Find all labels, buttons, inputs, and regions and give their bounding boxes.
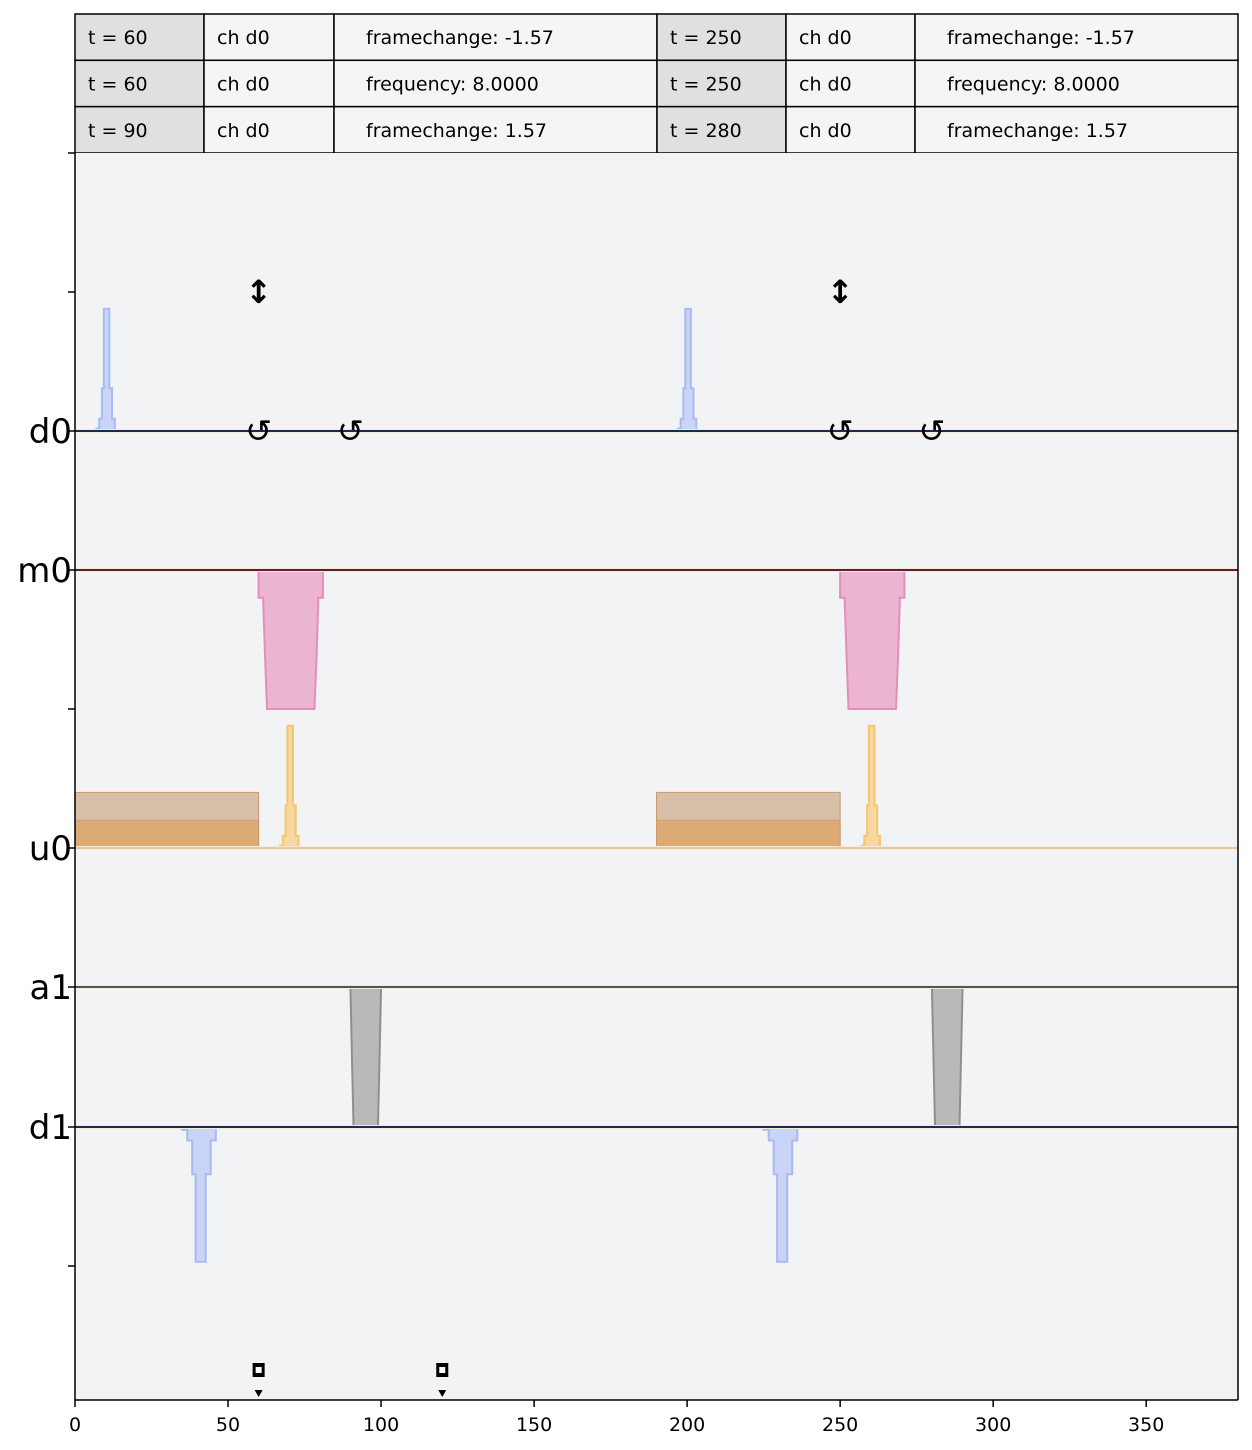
table-t-text: t = 60 xyxy=(88,73,148,95)
channel-label: d0 xyxy=(29,412,72,452)
table-channel-cell-bg xyxy=(785,105,916,154)
table-t-cell-bg xyxy=(74,13,205,62)
table-ch-text: ch d0 xyxy=(217,73,270,95)
table-t-text: t = 280 xyxy=(670,120,742,142)
d1-gaussian-pulse xyxy=(762,1126,799,1263)
table-info-text: framechange: -1.57 xyxy=(947,27,1135,49)
table-info-text: framechange: 1.57 xyxy=(947,120,1128,142)
snapshot-icon-window xyxy=(439,1367,446,1373)
table-info-text: framechange: -1.57 xyxy=(366,27,554,49)
frequency-change-icon: ↕ xyxy=(827,273,854,311)
d0-gaussian-pulse xyxy=(95,307,116,432)
snapshot-marker xyxy=(254,1390,263,1397)
x-tick-label: 250 xyxy=(822,1414,858,1436)
table-info-cell-bg xyxy=(333,59,658,108)
table-ch-text: ch d0 xyxy=(799,120,852,142)
table-info-text: frequency: 8.0000 xyxy=(366,73,539,95)
plot-area: d0 m0 u0 a1 d1 ↺ ↺ ↺ ↺ ↕ ↕ 0 50 100 150 200 250 300 350 xyxy=(17,152,1239,1436)
table-channel-cell-bg xyxy=(203,105,335,154)
u0-peak-gaussian-pulse xyxy=(279,724,300,849)
table-t-cell-bg xyxy=(656,13,787,62)
d1-gaussian-pulse xyxy=(181,1126,217,1263)
x-tick-label: 100 xyxy=(363,1414,399,1436)
table-info-text: framechange: 1.57 xyxy=(366,120,547,142)
instruction-table: t = 60 ch d0 framechange: -1.57 t = 60 ch d0… xyxy=(74,13,1239,154)
channel-label: u0 xyxy=(29,829,72,869)
table-info-cell-bg xyxy=(333,105,658,154)
table-t-text: t = 250 xyxy=(670,73,742,95)
x-tick-label: 350 xyxy=(1128,1414,1164,1436)
snapshot-marker xyxy=(438,1390,447,1397)
table-info-cell-bg xyxy=(333,13,658,62)
table-info-text: frequency: 8.0000 xyxy=(947,73,1120,95)
frame-change-icon: ↺ xyxy=(245,412,272,450)
table-t-cell-bg xyxy=(74,105,205,154)
table-ch-text: ch d0 xyxy=(799,27,852,49)
x-tick-label: 200 xyxy=(669,1414,705,1436)
table-t-text: t = 90 xyxy=(88,120,148,142)
frequency-change-icon: ↕ xyxy=(245,273,272,311)
table-t-text: t = 250 xyxy=(670,27,742,49)
table-info-cell-bg xyxy=(914,105,1239,154)
table-ch-text: ch d0 xyxy=(799,73,852,95)
m0-gaussian_square-pulse xyxy=(257,569,324,710)
table-channel-cell-bg xyxy=(785,59,916,108)
u0-peak-gaussian-pulse xyxy=(860,724,881,849)
x-tick-label: 50 xyxy=(216,1414,240,1436)
frame-change-icon: ↺ xyxy=(919,412,946,450)
plot-background xyxy=(75,153,1238,1400)
a1-acquire-pulse xyxy=(349,986,383,1127)
snapshot-icon-window xyxy=(255,1367,262,1373)
u0-inner-square-pulse xyxy=(74,819,260,849)
x-tick-label: 300 xyxy=(975,1414,1011,1436)
table-ch-text: ch d0 xyxy=(217,27,270,49)
a1-acquire-pulse xyxy=(930,986,964,1127)
channel-label: d1 xyxy=(29,1108,72,1148)
x-tick-label: 0 xyxy=(69,1414,81,1436)
table-ch-text: ch d0 xyxy=(217,120,270,142)
table-info-cell-bg xyxy=(914,13,1239,62)
table-t-text: t = 60 xyxy=(88,27,148,49)
table-t-cell-bg xyxy=(656,105,787,154)
u0-inner-square-pulse xyxy=(656,819,841,849)
m0-gaussian_square-pulse xyxy=(839,569,906,710)
x-tick-label: 150 xyxy=(516,1414,552,1436)
channel-label: m0 xyxy=(17,551,72,591)
frame-change-icon: ↺ xyxy=(827,412,854,450)
table-channel-cell-bg xyxy=(203,13,335,62)
frame-change-icon: ↺ xyxy=(337,412,364,450)
d0-gaussian-pulse xyxy=(676,307,698,432)
channel-label: a1 xyxy=(30,968,72,1008)
